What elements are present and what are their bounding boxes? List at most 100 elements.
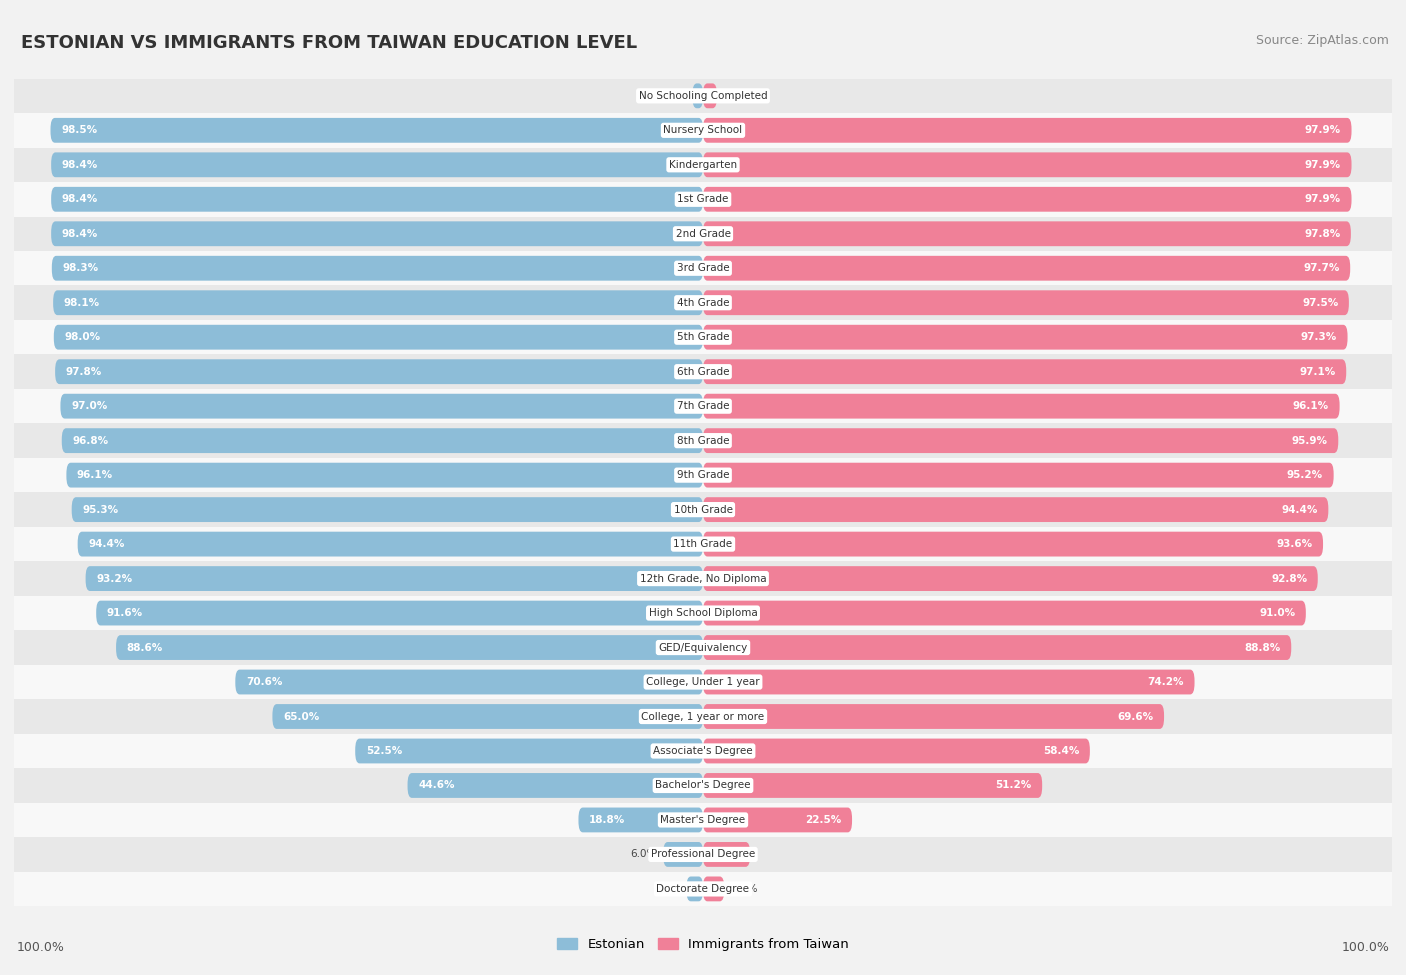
Text: 95.3%: 95.3% (83, 505, 118, 515)
Text: Master's Degree: Master's Degree (661, 815, 745, 825)
FancyBboxPatch shape (53, 291, 703, 315)
Text: 5th Grade: 5th Grade (676, 332, 730, 342)
Bar (14, 147, 1392, 182)
Text: 52.5%: 52.5% (366, 746, 402, 756)
Text: Associate's Degree: Associate's Degree (654, 746, 752, 756)
Text: 96.1%: 96.1% (77, 470, 112, 480)
Text: 97.8%: 97.8% (66, 367, 103, 376)
FancyBboxPatch shape (692, 84, 703, 108)
Text: College, 1 year or more: College, 1 year or more (641, 712, 765, 722)
Text: 12th Grade, No Diploma: 12th Grade, No Diploma (640, 573, 766, 584)
Text: Kindergarten: Kindergarten (669, 160, 737, 170)
Text: 91.6%: 91.6% (107, 608, 143, 618)
FancyBboxPatch shape (664, 842, 703, 867)
FancyBboxPatch shape (96, 601, 703, 626)
FancyBboxPatch shape (703, 635, 1291, 660)
Text: 6.0%: 6.0% (630, 849, 657, 859)
FancyBboxPatch shape (703, 601, 1306, 626)
Text: 11th Grade: 11th Grade (673, 539, 733, 549)
Bar (14, 355, 1392, 389)
Text: 98.4%: 98.4% (62, 160, 98, 170)
Bar (14, 665, 1392, 699)
Text: GED/Equivalency: GED/Equivalency (658, 643, 748, 652)
Bar (14, 389, 1392, 423)
Text: 7.1%: 7.1% (710, 849, 740, 859)
Text: 97.9%: 97.9% (1305, 160, 1341, 170)
Text: 95.2%: 95.2% (1286, 470, 1323, 480)
FancyBboxPatch shape (703, 428, 1339, 453)
Text: 97.3%: 97.3% (1301, 332, 1337, 342)
FancyBboxPatch shape (703, 118, 1351, 142)
Text: 8th Grade: 8th Grade (676, 436, 730, 446)
FancyBboxPatch shape (66, 463, 703, 488)
FancyBboxPatch shape (703, 325, 1347, 350)
Text: 3.2%: 3.2% (731, 884, 758, 894)
FancyBboxPatch shape (62, 428, 703, 453)
FancyBboxPatch shape (51, 152, 703, 177)
FancyBboxPatch shape (117, 635, 703, 660)
Text: 97.7%: 97.7% (1303, 263, 1340, 273)
Text: 94.4%: 94.4% (89, 539, 125, 549)
Text: 100.0%: 100.0% (17, 941, 65, 955)
FancyBboxPatch shape (703, 877, 724, 901)
FancyBboxPatch shape (51, 221, 703, 246)
Text: 93.6%: 93.6% (1277, 539, 1312, 549)
Bar (14, 768, 1392, 802)
Bar (14, 286, 1392, 320)
Bar (14, 182, 1392, 216)
FancyBboxPatch shape (408, 773, 703, 798)
Text: 10th Grade: 10th Grade (673, 505, 733, 515)
Bar (14, 492, 1392, 526)
FancyBboxPatch shape (703, 739, 1090, 763)
Text: 18.8%: 18.8% (589, 815, 626, 825)
Text: 88.8%: 88.8% (1244, 643, 1281, 652)
FancyBboxPatch shape (578, 807, 703, 833)
Bar (14, 113, 1392, 147)
FancyBboxPatch shape (703, 704, 1164, 729)
Legend: Estonian, Immigrants from Taiwan: Estonian, Immigrants from Taiwan (551, 933, 855, 956)
FancyBboxPatch shape (703, 291, 1348, 315)
Bar (14, 630, 1392, 665)
FancyBboxPatch shape (703, 84, 717, 108)
Text: 70.6%: 70.6% (246, 677, 283, 687)
Text: 91.0%: 91.0% (1260, 608, 1295, 618)
Text: 98.0%: 98.0% (65, 332, 101, 342)
Text: 7th Grade: 7th Grade (676, 401, 730, 411)
Text: 88.6%: 88.6% (127, 643, 163, 652)
Text: 2.5%: 2.5% (654, 884, 681, 894)
FancyBboxPatch shape (60, 394, 703, 418)
Text: 97.9%: 97.9% (1305, 194, 1341, 205)
Text: 92.8%: 92.8% (1271, 573, 1308, 584)
Text: 51.2%: 51.2% (995, 780, 1032, 791)
FancyBboxPatch shape (703, 807, 852, 833)
Text: 98.4%: 98.4% (62, 229, 98, 239)
FancyBboxPatch shape (703, 670, 1195, 694)
FancyBboxPatch shape (703, 463, 1334, 488)
Text: 97.9%: 97.9% (1305, 126, 1341, 136)
Text: 1.6%: 1.6% (659, 91, 686, 100)
Text: 97.8%: 97.8% (1303, 229, 1340, 239)
Bar (14, 872, 1392, 906)
FancyBboxPatch shape (703, 497, 1329, 522)
FancyBboxPatch shape (77, 531, 703, 557)
Bar (14, 526, 1392, 562)
Text: 74.2%: 74.2% (1147, 677, 1184, 687)
FancyBboxPatch shape (703, 152, 1351, 177)
Text: High School Diploma: High School Diploma (648, 608, 758, 618)
Text: 6th Grade: 6th Grade (676, 367, 730, 376)
Text: 9th Grade: 9th Grade (676, 470, 730, 480)
Text: Professional Degree: Professional Degree (651, 849, 755, 859)
Bar (14, 320, 1392, 355)
Bar (14, 699, 1392, 734)
Text: No Schooling Completed: No Schooling Completed (638, 91, 768, 100)
Text: 97.1%: 97.1% (1299, 367, 1336, 376)
Text: ESTONIAN VS IMMIGRANTS FROM TAIWAN EDUCATION LEVEL: ESTONIAN VS IMMIGRANTS FROM TAIWAN EDUCA… (21, 34, 637, 52)
Bar (14, 251, 1392, 286)
FancyBboxPatch shape (703, 842, 749, 867)
Text: Nursery School: Nursery School (664, 126, 742, 136)
Text: 4th Grade: 4th Grade (676, 297, 730, 308)
FancyBboxPatch shape (52, 255, 703, 281)
Text: 93.2%: 93.2% (96, 573, 132, 584)
Text: 94.4%: 94.4% (1281, 505, 1317, 515)
Text: 44.6%: 44.6% (418, 780, 454, 791)
